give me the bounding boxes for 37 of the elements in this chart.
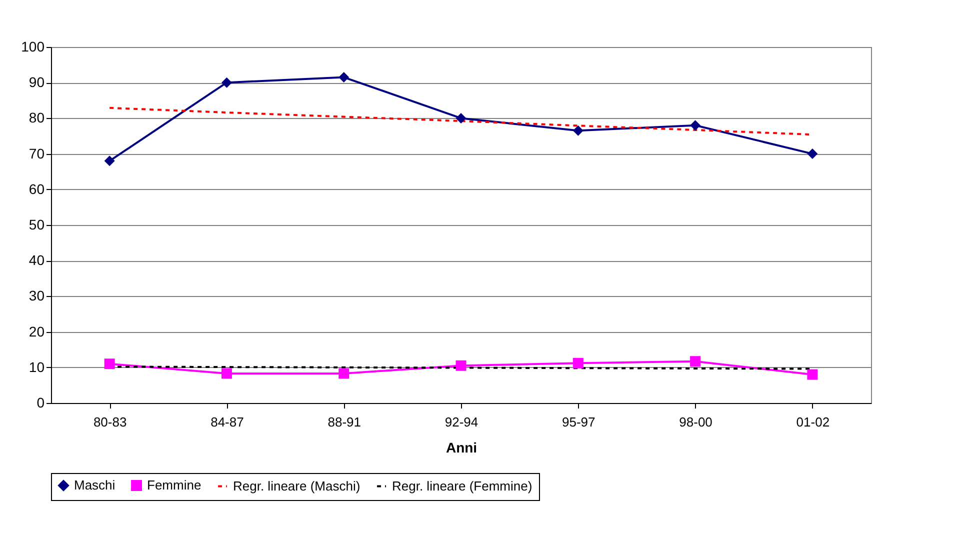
y-tick-label: 100 [21,38,45,54]
y-tick-label: 30 [28,288,45,304]
legend-label: Maschi [74,478,116,493]
x-tick-label: 98-00 [679,414,712,430]
point [572,125,584,136]
x-axis-title: Anni [446,440,478,456]
legend-label: Femmine [147,478,202,493]
y-tick-label: 70 [28,145,45,162]
x-tick-label: 95-97 [562,414,596,430]
point [690,120,701,131]
point [456,360,466,371]
legend-label: Regr. lineare (Maschi) [233,478,360,494]
y-tick-label: 90 [28,74,45,90]
y-tick-label: 60 [28,180,45,197]
point [338,368,350,379]
x-tick-label: 88-91 [328,414,361,430]
x-tick-label: 80-83 [93,414,127,430]
x-tick-label: 92-94 [444,414,478,430]
point [338,72,350,83]
y-tick-label: 0 [36,394,45,410]
point [572,358,584,368]
point [690,356,701,367]
legend-label: Regr. lineare (Femmine) [392,478,532,494]
point [104,358,115,370]
point [807,148,818,160]
point [456,112,466,124]
x-tick-label: 84-87 [210,414,244,430]
point [807,369,818,380]
y-tick-label: 20 [28,323,45,340]
x-tick-label: 01-02 [796,414,830,430]
point [104,156,115,166]
y-tick-label: 40 [28,252,45,268]
point [221,77,232,88]
y-tick-label: 50 [28,216,45,232]
y-tick-label: 10 [28,358,45,375]
y-tick-label: 80 [28,110,45,126]
point [221,368,232,379]
